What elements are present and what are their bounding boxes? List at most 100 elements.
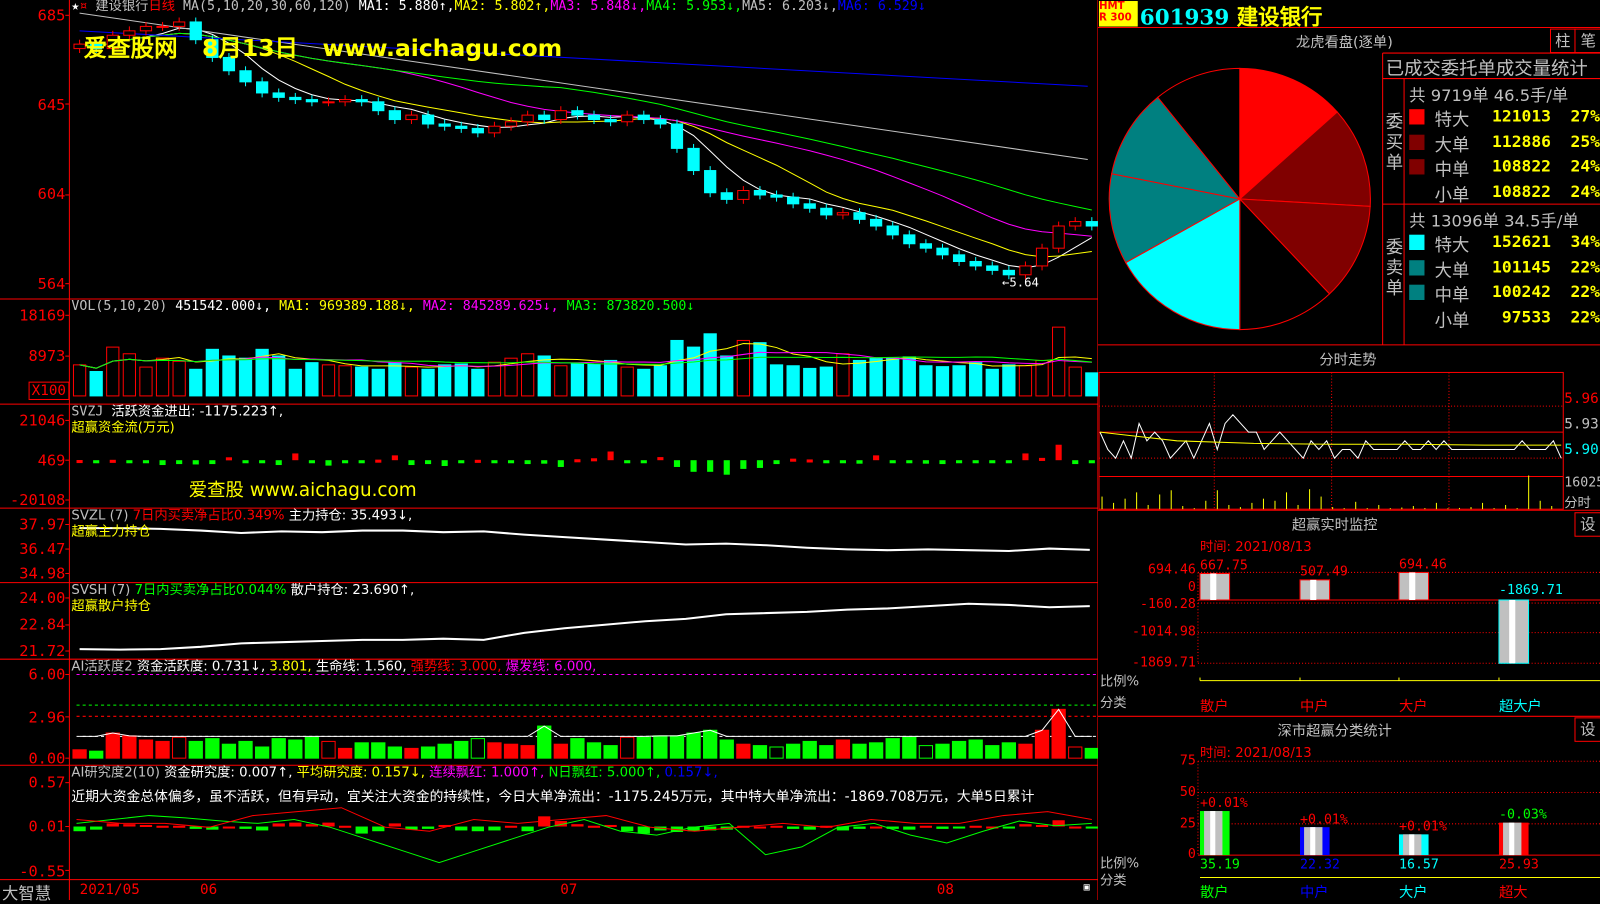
date-label: 2021/05 (79, 881, 140, 898)
ma3-value: MA3: 5.848↓, (550, 0, 647, 15)
svsh-ratio: 7日内买卖净占比0.044% (134, 582, 287, 598)
order-pct: 22% (1570, 256, 1600, 277)
order-volume: 121013 (1492, 106, 1552, 126)
flow-bar (192, 460, 199, 465)
svzl-ratio: 7日内买卖净占比0.349% (132, 508, 285, 524)
monitor-bar (1398, 571, 1430, 601)
stock-name: 建设银行 (95, 0, 149, 15)
svsh-header: SVSH (7) 7日内买卖净占比0.044% 散户持仓: 23.690↑, (71, 582, 414, 598)
bar-core (1304, 827, 1323, 856)
bar-value-label: -1869.71 (1498, 582, 1563, 598)
candle-body (903, 234, 916, 245)
candle-body (1019, 265, 1032, 276)
category-name: 中户 (1299, 884, 1329, 902)
candle-body (704, 170, 717, 194)
candle-body (969, 260, 982, 267)
tick-mode-button[interactable]: 笔 (1574, 28, 1600, 54)
flow-bar (176, 460, 183, 465)
research-bar (139, 824, 153, 827)
axis-label: 685 (37, 6, 66, 25)
candle-body (438, 123, 451, 127)
research-bar (621, 826, 634, 832)
research-bar (189, 826, 202, 829)
candle-body (123, 30, 136, 36)
candle-body (206, 39, 219, 58)
order-volume: 100242 (1492, 281, 1552, 302)
candle-body (106, 34, 119, 50)
research-bar (206, 826, 219, 830)
research-avg: 平均研究度: 0.157↓, (296, 765, 425, 781)
candle-body (604, 119, 617, 123)
activity-bar (885, 738, 900, 759)
research-bar (272, 823, 285, 827)
watermark-title: 爱查股网 8月13日 www.aichagu.com (83, 35, 563, 63)
flow-bar (242, 460, 249, 464)
activity-bar (570, 738, 585, 759)
order-size-label: 中单 (1434, 285, 1470, 307)
candle-body (173, 21, 186, 27)
axis-label: -1014.98 (1132, 624, 1196, 640)
research-bar (355, 826, 368, 834)
flow-bar (939, 460, 946, 465)
volume-bar (603, 359, 618, 397)
candle-body (372, 101, 385, 112)
volume-bar (703, 333, 717, 397)
star-icon[interactable]: ★ (71, 0, 80, 15)
flag-icon: ¤ (79, 0, 96, 15)
candle-body (488, 125, 501, 134)
flow-bar (225, 457, 232, 461)
volume-bar (1068, 366, 1082, 397)
research-bar (687, 826, 700, 832)
sz-settings-button[interactable]: 设 (1574, 717, 1600, 742)
candle-body (820, 207, 833, 216)
order-size-label: 特大 (1434, 235, 1470, 257)
flow-bar (839, 460, 846, 464)
badge-line: HMT (1098, 1, 1125, 13)
svzj-header: SVZJ 活跃资金进出: -1175.223↑, (71, 405, 283, 419)
axis-label: 25 (1179, 816, 1196, 832)
retail-line (79, 602, 1090, 651)
date-label: 06 (199, 881, 218, 898)
axis-label: 694.46 (1147, 562, 1196, 578)
intraday-price-line (1099, 414, 1562, 460)
ma5-value: MA5: 6.203↓, (742, 0, 838, 15)
vol-ma2-line (79, 351, 1092, 369)
research-bar (770, 825, 783, 828)
candle-body (355, 99, 368, 103)
change-label: +0.01% (1398, 819, 1447, 835)
bar-highlight (1409, 572, 1416, 600)
vol-unit-badge[interactable]: X100 (28, 381, 70, 400)
candle-body (239, 70, 252, 83)
monitor-settings-button[interactable]: 设 (1574, 512, 1600, 537)
axis-label: 18169 (19, 306, 66, 325)
bar-value-label: 694.46 (1398, 557, 1447, 573)
active-value: 资金活跃度: 0.731↓, (136, 659, 266, 675)
activity-bar (852, 743, 867, 759)
date-label: 08 (936, 881, 954, 898)
candle-body (637, 114, 650, 121)
flow-bar (790, 458, 797, 462)
order-pct: 22% (1570, 306, 1600, 327)
lock-icon[interactable]: ▣ (1083, 881, 1090, 893)
kline-chart-area[interactable] (0, 0, 1098, 900)
research-bar (1052, 820, 1065, 827)
svzj-value: 活跃资金进出: -1175.223↑, (111, 404, 284, 420)
hmtr-badge[interactable]: HMT R 300 (1098, 1, 1138, 27)
burst-line-value: 爆发线: 6.000, (505, 659, 597, 675)
monitor-bar (1498, 599, 1530, 664)
sell-summary: 共 13096单 34.5手/单 (1409, 211, 1579, 231)
activity-bar (1034, 729, 1050, 759)
candle-body (770, 194, 783, 198)
period-label[interactable]: 日线 (148, 0, 176, 15)
volume-bar (869, 357, 883, 397)
bar-mode-button[interactable]: 柱 (1549, 28, 1576, 54)
axis-label: 36.47 (19, 539, 66, 559)
activity-bar (603, 745, 618, 759)
flow-bar (308, 460, 315, 464)
svzl-label: SVZL (7) (71, 508, 129, 524)
activity-line (79, 708, 1092, 737)
volume-bar (935, 366, 950, 397)
activity-bar (503, 743, 519, 759)
axis-label: -1869.71 (1132, 655, 1196, 671)
candle-body (189, 21, 202, 41)
